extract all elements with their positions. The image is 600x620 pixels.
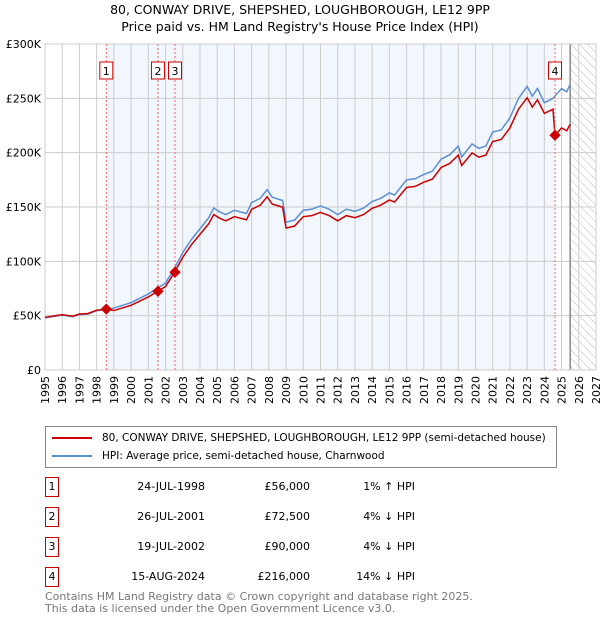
- y-tick-label: £0: [27, 364, 41, 377]
- x-tick-label: 2027: [590, 376, 600, 404]
- x-tick-label: 2023: [521, 376, 534, 404]
- plot-border: [44, 43, 597, 371]
- sale-point: [152, 285, 164, 297]
- x-tick-label: 2005: [211, 376, 224, 404]
- x-tick-label: 2006: [228, 376, 241, 404]
- x-tick-label: 2026: [573, 376, 586, 404]
- x-tick-label: 2013: [349, 376, 362, 404]
- y-tick-label: £300K: [6, 38, 42, 51]
- x-tick-label: 2014: [366, 376, 379, 404]
- x-tick-label: 1999: [108, 376, 121, 404]
- x-tick-label: 2010: [297, 376, 310, 404]
- footer: Contains HM Land Registry data © Crown c…: [45, 591, 473, 614]
- x-tick-label: 2007: [246, 376, 259, 404]
- sale-label: 4: [552, 65, 559, 78]
- sale-label: 1: [103, 65, 110, 78]
- x-tick-label: 1995: [39, 376, 52, 404]
- legend: 80, CONWAY DRIVE, SHEPSHED, LOUGHBOROUGH…: [45, 426, 557, 468]
- x-tick-label: 2017: [418, 376, 431, 404]
- y-tick-label: £200K: [6, 147, 42, 160]
- legend-item-hpi: HPI: Average price, semi-detached house,…: [52, 448, 385, 464]
- sale-date: 15-AUG-2024: [131, 570, 205, 583]
- sale-price: £56,000: [264, 480, 311, 493]
- hpi-line: [44, 83, 571, 319]
- sale-date: 26-JUL-2001: [137, 510, 205, 523]
- sale-point: [169, 266, 181, 278]
- chart-title: 80, CONWAY DRIVE, SHEPSHED, LOUGHBOROUGH…: [110, 2, 490, 17]
- sale-number: 2: [45, 507, 59, 527]
- x-tick-label: 1998: [91, 376, 104, 404]
- sale-hpi-diff: 4% ↓ HPI: [363, 510, 415, 523]
- x-tick-label: 1997: [73, 376, 86, 404]
- footer-line-1: Contains HM Land Registry data © Crown c…: [45, 590, 473, 603]
- x-tick-label: 2011: [315, 376, 328, 404]
- x-tick-label: 2021: [487, 376, 500, 404]
- sale-price: £72,500: [264, 510, 311, 523]
- sale-hpi-diff: 4% ↓ HPI: [363, 540, 415, 553]
- y-tick-label: £250K: [6, 92, 42, 105]
- sale-point: [549, 129, 561, 141]
- blue-line-swatch: [52, 455, 92, 457]
- x-tick-label: 2000: [125, 376, 138, 404]
- plot-area: 1995 1996 1997 1998 1999 2000 2001 2002 2003 2004…: [6, 38, 600, 404]
- x-tick-label: 2024: [538, 376, 551, 404]
- x-tick-label: 2004: [194, 376, 207, 404]
- x-tick-label: 2012: [332, 376, 345, 404]
- legend-label-hpi: HPI: Average price, semi-detached house,…: [102, 450, 385, 462]
- x-tick-label: 2001: [142, 376, 155, 404]
- sale-hpi-diff: 1% ↑ HPI: [363, 480, 415, 493]
- sale-date: 24-JUL-1998: [137, 480, 205, 493]
- x-tick-label: 2019: [452, 376, 465, 404]
- y-tick-label: £50K: [13, 310, 42, 323]
- x-tick-label: 2008: [263, 376, 276, 404]
- footer-line-2: This data is licensed under the Open Gov…: [45, 601, 396, 615]
- x-tick-label: 2003: [177, 376, 190, 404]
- x-tick-label: 2009: [280, 376, 293, 404]
- sale-number: 3: [45, 537, 59, 557]
- sale-price: £90,000: [264, 540, 311, 553]
- x-tick-label: 2020: [469, 376, 482, 404]
- x-tick-label: 2016: [401, 376, 414, 404]
- x-tick-label: 2002: [160, 376, 173, 404]
- x-tick-label: 2018: [435, 376, 448, 404]
- legend-label-price: 80, CONWAY DRIVE, SHEPSHED, LOUGHBOROUGH…: [102, 432, 546, 444]
- sale-label-box: [168, 61, 183, 80]
- y-tick-label: £100K: [6, 255, 42, 268]
- sale-date: 19-JUL-2002: [137, 540, 205, 553]
- x-tick-label: 2025: [556, 376, 569, 404]
- sale-label-box: [150, 61, 165, 80]
- y-tick-label: £150K: [6, 201, 42, 214]
- chart-subtitle: Price paid vs. HM Land Registry's House …: [121, 19, 479, 34]
- sale-label: 2: [154, 65, 161, 78]
- red-line-swatch: [52, 437, 92, 439]
- x-tick-label: 2015: [383, 376, 396, 404]
- x-tick-label: 2022: [504, 376, 517, 404]
- x-tick-label: 1996: [56, 376, 69, 404]
- legend-item-price: 80, CONWAY DRIVE, SHEPSHED, LOUGHBOROUGH…: [52, 430, 546, 446]
- sale-label: 3: [172, 65, 179, 78]
- sale-number: 1: [45, 477, 59, 497]
- sale-number: 4: [45, 567, 59, 587]
- sale-label-box: [99, 61, 114, 80]
- sale-hpi-diff: 14% ↓ HPI: [356, 570, 415, 583]
- sale-label-box: [548, 61, 563, 80]
- sale-price: £216,000: [257, 570, 311, 583]
